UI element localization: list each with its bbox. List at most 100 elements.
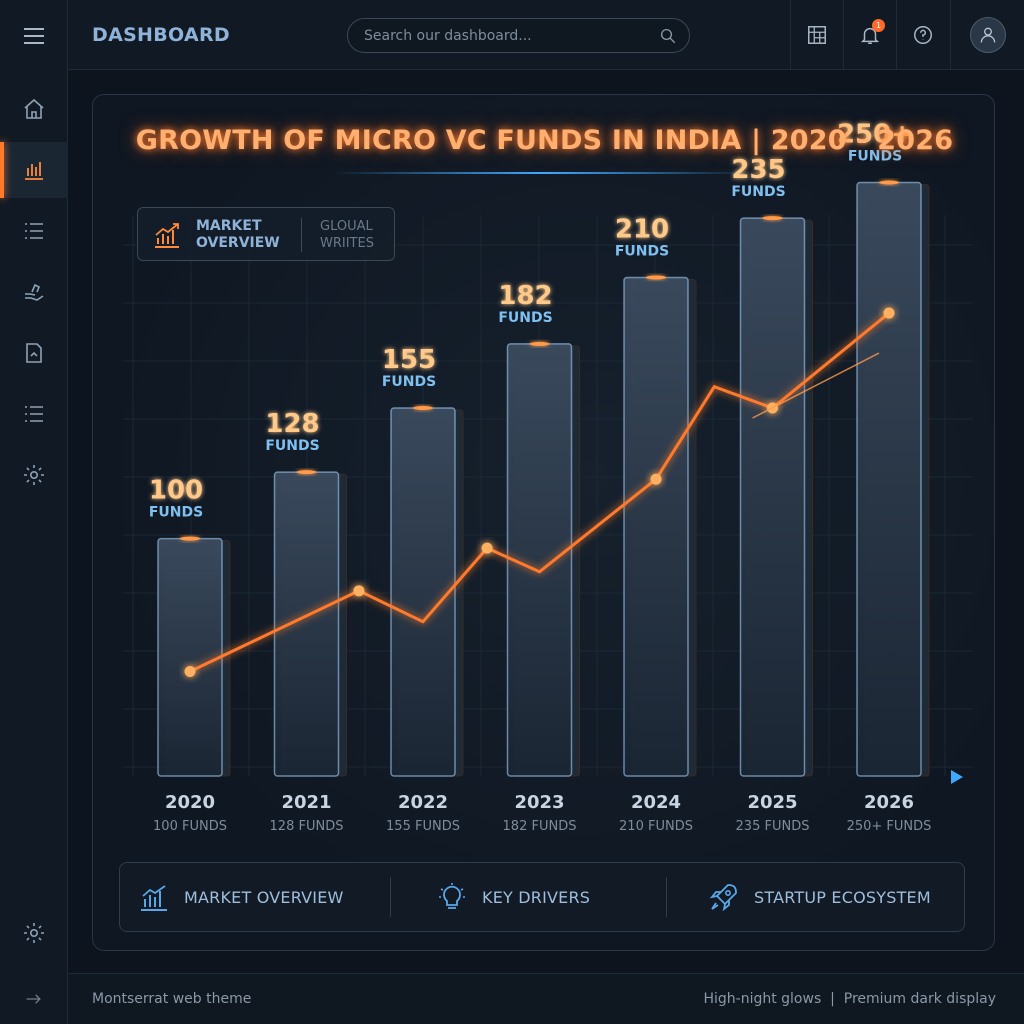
bar-value-label: 100 xyxy=(149,476,203,506)
help-button[interactable] xyxy=(896,0,948,70)
profile-button[interactable] xyxy=(950,0,1024,70)
sidebar-item-list[interactable] xyxy=(0,203,68,259)
bar-2025 xyxy=(739,216,813,777)
sidebar-item-documents[interactable] xyxy=(0,325,68,381)
tab-divider xyxy=(666,877,667,917)
bar-unit-label: FUNDS xyxy=(149,505,203,521)
bar-chart-icon xyxy=(25,162,43,180)
bar-top-glow xyxy=(413,406,433,411)
notification-badge: 1 xyxy=(872,19,885,32)
gear-icon xyxy=(24,923,44,943)
x-tick-label: 2026 xyxy=(864,792,914,813)
document-icon xyxy=(26,343,42,363)
x-tick-label: 2022 xyxy=(398,792,448,813)
arrow-right-icon xyxy=(26,994,41,1004)
bar-2024 xyxy=(623,275,697,777)
bar-value-label: 128 xyxy=(265,409,319,439)
footer-theme-text: Montserrat web theme xyxy=(92,991,252,1007)
chart-card: 100 FUNDS 2020 100 FUNDS 128 FUNDS 2021 128 FUN… xyxy=(92,94,995,951)
bar-2021 xyxy=(273,470,347,777)
bar-top-glow xyxy=(529,341,550,346)
list-icon xyxy=(25,223,43,239)
search-input[interactable] xyxy=(364,27,644,45)
list-alt-icon xyxy=(25,406,43,422)
top-header: DASHBOARD 1 xyxy=(68,0,1024,70)
help-icon xyxy=(913,26,932,44)
sidebar-item-reports[interactable] xyxy=(0,386,68,442)
bar-top-glow xyxy=(296,470,317,475)
bar xyxy=(390,407,456,777)
sidebar-item-deals[interactable] xyxy=(0,264,68,320)
tab-key-drivers[interactable]: KEY DRIVERS xyxy=(436,863,590,931)
bar-unit-label: FUNDS xyxy=(731,184,785,200)
bar xyxy=(739,217,806,777)
tab-label: STARTUP ECOSYSTEM xyxy=(754,887,931,907)
bar-unit-label: FUNDS xyxy=(615,243,669,259)
hand-icon xyxy=(25,283,44,301)
page-title: DASHBOARD xyxy=(92,24,230,46)
avatar xyxy=(969,17,1006,53)
tab-startup-ecosystem[interactable]: STARTUP ECOSYSTEM xyxy=(708,863,931,931)
notifications-button[interactable]: 1 xyxy=(843,0,895,70)
x-tick-label: 2020 xyxy=(165,792,215,813)
legend-box[interactable]: MARKET OVERVIEW GLOUAL WRIITES xyxy=(137,207,395,261)
trend-point xyxy=(883,307,895,319)
legend-primary-label: MARKET OVERVIEW xyxy=(196,218,280,251)
rocket-icon xyxy=(709,884,737,912)
sidebar xyxy=(0,0,68,1024)
sidebar-item-settings[interactable] xyxy=(0,447,68,503)
collapse-sidebar-button[interactable] xyxy=(0,974,68,1024)
tab-divider xyxy=(390,877,391,917)
bar-value-label: 210 xyxy=(615,214,669,244)
footer: Montserrat web theme High-night glows | … xyxy=(68,973,1024,1024)
bar-2020 xyxy=(157,536,231,777)
bar-2023 xyxy=(506,341,580,777)
bar-unit-label: FUNDS xyxy=(498,310,552,326)
x-sub-label: 235 FUNDS xyxy=(736,819,810,834)
trend-point xyxy=(650,473,662,485)
trend-line xyxy=(189,311,890,673)
trend-arrow xyxy=(752,352,880,419)
x-tick-label: 2024 xyxy=(631,792,681,813)
x-sub-label: 128 FUNDS xyxy=(270,819,344,834)
bar-top-glow xyxy=(180,536,200,541)
bar-top-glow xyxy=(646,275,666,280)
calendar-button[interactable] xyxy=(790,0,842,70)
x-sub-label: 210 FUNDS xyxy=(619,819,693,834)
chart-title: GROWTH OF MICRO VC FUNDS IN INDIA | 2020… xyxy=(135,125,954,156)
tab-label: MARKET OVERVIEW xyxy=(184,887,344,907)
search-bar xyxy=(347,18,690,53)
sidebar-bottom-settings[interactable] xyxy=(0,905,68,961)
x-sub-label: 250+ FUNDS xyxy=(847,819,932,834)
legend-secondary-label: GLOUAL WRIITES xyxy=(320,219,374,251)
x-tick-label: 2023 xyxy=(514,792,564,813)
bar-top-glow xyxy=(762,216,783,221)
gear-icon xyxy=(24,465,44,485)
bar xyxy=(623,276,689,777)
trend-point xyxy=(184,666,196,678)
calendar-grid-icon xyxy=(807,26,826,44)
x-tick-label: 2021 xyxy=(281,792,331,813)
footer-display-text: High-night glows | Premium dark display xyxy=(703,991,996,1007)
home-icon xyxy=(24,98,44,119)
search-icon[interactable] xyxy=(659,27,677,45)
x-tick-label: 2025 xyxy=(747,792,797,813)
title-underline xyxy=(333,172,753,174)
bar-value-label: 182 xyxy=(498,281,552,311)
tab-label: KEY DRIVERS xyxy=(482,887,591,907)
bar-value-label: 235 xyxy=(731,155,785,185)
trend-point xyxy=(481,542,493,554)
sidebar-item-home[interactable] xyxy=(0,81,68,137)
menu-button[interactable] xyxy=(0,8,68,64)
x-sub-label: 100 FUNDS xyxy=(153,819,227,834)
bar-value-label: 250+ xyxy=(837,119,913,149)
sidebar-item-analytics[interactable] xyxy=(0,142,68,198)
bar xyxy=(157,537,223,777)
bar-chart-icon xyxy=(141,885,167,911)
lightbulb-icon xyxy=(439,883,465,909)
bar-unit-label: FUNDS xyxy=(848,148,902,164)
tab-market-overview[interactable]: MARKET OVERVIEW xyxy=(138,863,344,931)
bar-unit-label: FUNDS xyxy=(382,374,436,390)
bar xyxy=(273,471,340,777)
